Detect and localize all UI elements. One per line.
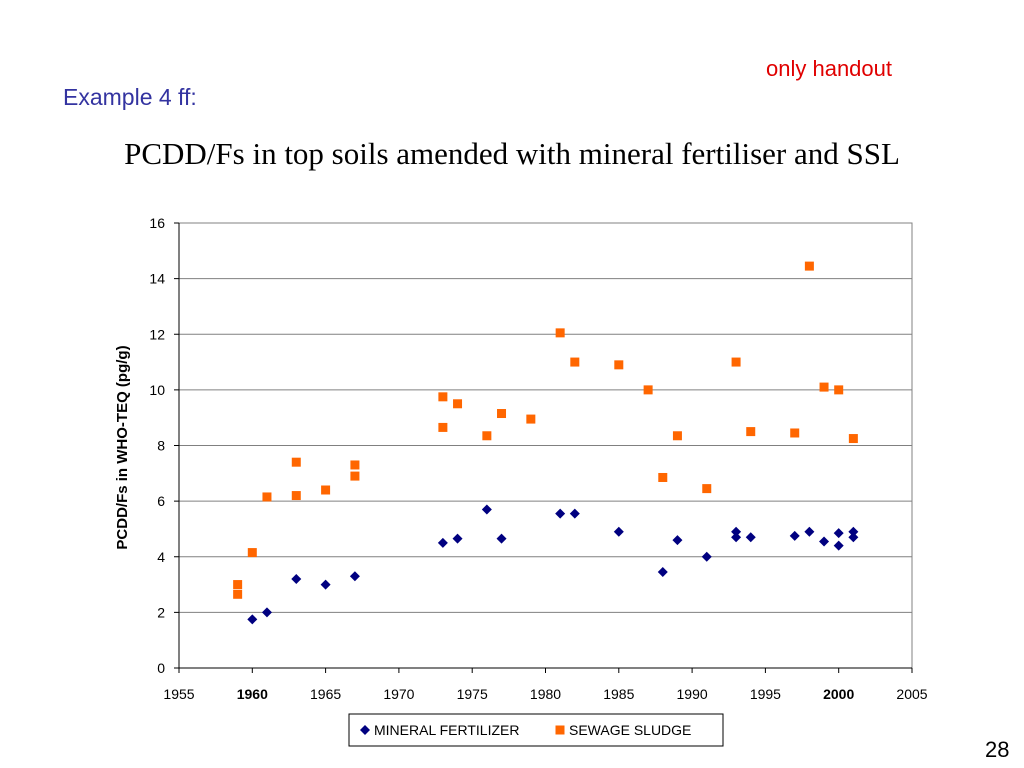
handout-note: only handout <box>766 56 892 81</box>
x-tick-label: 1980 <box>530 686 561 702</box>
legend-marker-icon <box>360 725 370 735</box>
y-tick-label: 6 <box>157 493 165 509</box>
data-point <box>526 414 536 424</box>
data-point <box>291 491 301 501</box>
y-tick-label: 4 <box>157 549 165 565</box>
y-tick-label: 8 <box>157 438 165 454</box>
data-point <box>804 526 815 537</box>
y-tick-label: 14 <box>149 271 165 287</box>
data-point <box>672 535 683 546</box>
data-point <box>482 431 492 441</box>
data-point <box>481 504 492 515</box>
legend-marker-icon <box>555 725 565 735</box>
data-point <box>438 422 448 432</box>
y-tick-label: 12 <box>149 326 165 342</box>
data-point <box>261 607 272 618</box>
data-point <box>658 472 668 482</box>
data-point <box>247 548 257 558</box>
data-point <box>790 428 800 438</box>
data-point <box>569 508 580 519</box>
data-point <box>848 526 859 537</box>
data-point <box>233 580 243 590</box>
data-point <box>555 328 565 338</box>
data-point <box>233 589 243 599</box>
data-point <box>833 528 844 539</box>
page-number: 28 <box>985 737 1010 762</box>
data-point <box>643 385 653 395</box>
data-point <box>350 471 360 481</box>
series-mineral-fertilizer <box>247 504 859 625</box>
y-axis-label: PCDD/Fs in WHO-TEQ (pg/g) <box>114 345 131 549</box>
data-point <box>349 571 360 582</box>
data-series <box>233 261 859 625</box>
legend-label: MINERAL FERTILIZER <box>374 722 519 738</box>
x-tick-label: 1990 <box>677 686 708 702</box>
data-point <box>262 492 272 502</box>
x-tick-label: 1985 <box>603 686 634 702</box>
data-point <box>819 382 829 392</box>
data-point <box>702 484 712 494</box>
data-point <box>701 551 712 562</box>
y-tick-label: 10 <box>149 382 165 398</box>
data-point <box>745 532 756 543</box>
data-point <box>731 532 742 543</box>
x-tick-label: 1955 <box>163 686 194 702</box>
series-sewage-sludge <box>233 261 858 599</box>
data-point <box>350 460 360 470</box>
x-tick-label: 1960 <box>237 686 268 702</box>
slide-subtitle: Example 4 ff: <box>63 84 197 110</box>
y-tick-label: 0 <box>157 660 165 676</box>
slide-title: PCDD/Fs in top soils amended with minera… <box>124 136 900 171</box>
y-tick-label: 2 <box>157 604 165 620</box>
axis-ticks: 0 2 4 6 8 10 12 14 16 1955 1960 1965 1970 1975 1980 198… <box>149 215 927 702</box>
data-point <box>247 614 258 625</box>
x-tick-label: 2005 <box>896 686 927 702</box>
data-point <box>497 409 507 419</box>
data-point <box>789 530 800 541</box>
x-tick-label: 1975 <box>457 686 488 702</box>
data-point <box>614 360 624 370</box>
data-point <box>834 385 844 395</box>
data-point <box>848 532 859 543</box>
x-tick-label: 1965 <box>310 686 341 702</box>
data-point <box>320 579 331 590</box>
data-point <box>438 392 448 402</box>
chart-legend: MINERAL FERTILIZER SEWAGE SLUDGE <box>348 713 724 747</box>
data-point <box>437 537 448 548</box>
x-tick-label: 2000 <box>823 686 854 702</box>
data-point <box>731 357 741 367</box>
data-point <box>804 261 814 271</box>
x-tick-label: 1995 <box>750 686 781 702</box>
data-point <box>570 357 580 367</box>
data-point <box>291 457 301 467</box>
data-point <box>819 536 830 547</box>
data-point <box>672 431 682 441</box>
legend-label: SEWAGE SLUDGE <box>569 722 691 738</box>
data-point <box>291 574 302 584</box>
data-point <box>453 399 463 409</box>
data-point <box>452 533 463 544</box>
x-tick-label: 1970 <box>383 686 414 702</box>
y-tick-label: 16 <box>149 215 165 231</box>
legend-frame <box>348 713 724 747</box>
data-point <box>657 567 668 578</box>
data-point <box>555 508 566 519</box>
data-point <box>731 526 742 537</box>
chart-gridlines <box>179 222 912 613</box>
data-point <box>746 427 756 437</box>
data-point <box>613 526 624 537</box>
data-point <box>833 540 844 551</box>
data-point <box>321 485 331 495</box>
data-point <box>848 434 858 444</box>
data-point <box>496 533 507 544</box>
